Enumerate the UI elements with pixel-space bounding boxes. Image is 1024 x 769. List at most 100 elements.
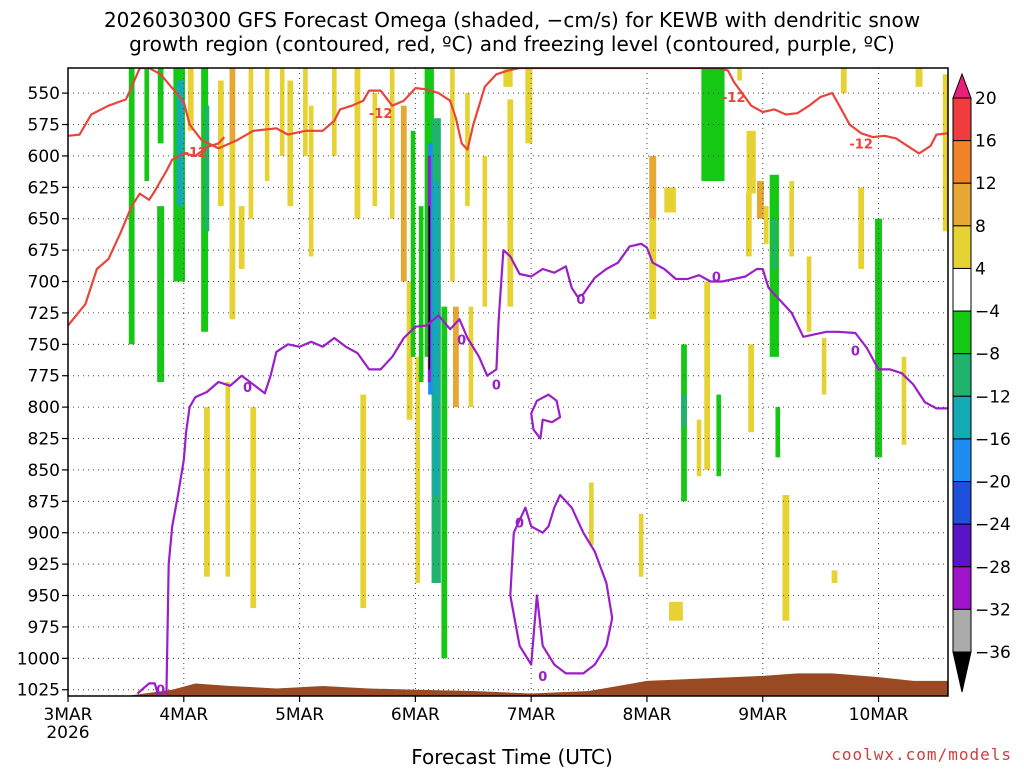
omega-patch — [716, 394, 722, 477]
omega-patch — [428, 206, 430, 370]
y-tick-label: 900 — [28, 524, 60, 544]
omega-patch — [638, 513, 644, 577]
colorbar-swatch — [952, 225, 972, 269]
omega-patch — [840, 68, 847, 94]
plot-frame — [67, 67, 949, 697]
omega-patch — [701, 68, 725, 182]
y-tick-label: 850 — [28, 461, 60, 481]
colorbar-tick-label: −36 — [975, 643, 1011, 663]
omega-patch — [772, 218, 777, 269]
omega-patch — [789, 181, 794, 257]
colorbar-swatch — [952, 523, 972, 568]
x-tick-label: 5MAR — [275, 705, 324, 725]
omega-patch — [415, 356, 420, 583]
dendritic-contour-label: -12 — [722, 91, 746, 106]
ground-surface — [68, 673, 948, 696]
y-tick-label: 800 — [28, 398, 60, 418]
colorbar-tick-label: 12 — [975, 174, 997, 194]
omega-patch — [250, 407, 257, 609]
freezing-level-contour — [509, 493, 614, 675]
omega-patch — [704, 281, 711, 470]
omega-patch — [354, 68, 361, 219]
omega-patch — [901, 356, 907, 445]
y-tick-label: 925 — [28, 555, 60, 575]
dendritic-contour-label: -12 — [369, 107, 393, 122]
plot-area: -12 -12 -12 -12 0 0 0 0 0 0 0 0 0 — [68, 68, 948, 699]
x-tick-label: 9MAR — [738, 705, 787, 725]
colorbar-swatch — [952, 566, 972, 610]
colorbar-max-triangle — [952, 72, 972, 99]
omega-patch — [821, 338, 827, 395]
omega-patch — [681, 394, 687, 426]
omega-patch — [453, 306, 459, 408]
omega-patch — [745, 193, 752, 257]
omega-patch — [400, 105, 407, 282]
colorbar-swatch — [952, 97, 972, 142]
y-tick-label: 600 — [28, 147, 60, 167]
y-tick-label: 875 — [28, 492, 60, 512]
omega-patch — [332, 68, 337, 156]
freezing-level-label: 0 — [156, 684, 165, 699]
freezing-level-contour — [165, 242, 948, 696]
y-tick-label: 650 — [28, 210, 60, 230]
omega-patch — [157, 206, 165, 382]
omega-patch — [248, 68, 254, 219]
colorbar-tick-label: 16 — [975, 132, 997, 152]
omega-patch — [229, 68, 236, 144]
omega-patch — [204, 105, 210, 232]
source-credit[interactable]: coolwx.com/models — [831, 745, 1012, 764]
omega-patch — [468, 306, 474, 408]
y-tick-label: 575 — [28, 116, 60, 136]
x-tick-label: 7MAR — [507, 705, 556, 725]
omega-patch — [187, 68, 194, 131]
freezing-level-label: 0 — [538, 670, 547, 685]
omega-patch — [144, 68, 150, 182]
omega-patch — [433, 181, 440, 496]
y-tick-label: 750 — [28, 335, 60, 355]
colorbar-swatch — [952, 140, 972, 184]
omega-patch — [238, 206, 245, 269]
freezing-level-label: 0 — [457, 333, 466, 348]
omega-patch — [649, 155, 657, 219]
y-tick-label: 1025 — [17, 681, 60, 701]
omega-patch — [204, 407, 210, 577]
omega-patch — [763, 206, 769, 244]
colorbar-tick-label: 20 — [975, 89, 997, 109]
freezing-level-contour — [136, 682, 160, 696]
title-line-2: growth region (contoured, red, ºC) and f… — [129, 32, 895, 56]
omega-patch — [157, 68, 164, 144]
omega-patch — [308, 105, 314, 257]
dendritic-contour-line — [68, 136, 226, 327]
omega-patch — [287, 80, 294, 207]
freezing-level-label: 0 — [492, 379, 501, 394]
omega-patch — [176, 80, 184, 207]
colorbar-tick-label: −20 — [975, 473, 1011, 493]
omega-patch — [782, 495, 790, 621]
colorbar-tick-label: −24 — [975, 515, 1011, 535]
y-tick-label: 975 — [28, 618, 60, 638]
omega-patch — [303, 68, 308, 156]
y-tick-label: 675 — [28, 241, 60, 261]
freezing-level-contour — [530, 393, 562, 440]
omega-patch — [225, 382, 231, 577]
colorbar-tick-label: −12 — [975, 387, 1011, 407]
omega-patch — [589, 482, 594, 546]
omega-patch — [389, 68, 395, 219]
omega-patch — [410, 130, 416, 357]
freezing-level-label: 0 — [576, 293, 585, 308]
colorbar-swatch — [952, 182, 972, 227]
y-tick-label: 950 — [28, 587, 60, 607]
colorbar-tick-label: −32 — [975, 600, 1011, 620]
dendritic-contour-label: -12 — [184, 146, 208, 161]
y-tick-label: 825 — [28, 430, 60, 450]
omega-patch — [737, 68, 742, 81]
x-tick-label: 10MAR — [849, 705, 909, 725]
title-line-1: 2026030300 GFS Forecast Omega (shaded, −… — [103, 8, 921, 32]
omega-patch — [441, 306, 448, 659]
omega-patch — [503, 68, 513, 87]
omega-patch — [915, 68, 923, 87]
x-tick-sublabel: 2026 — [46, 723, 89, 743]
x-tick-label: 6MAR — [391, 705, 440, 725]
omega-patch — [775, 407, 781, 458]
